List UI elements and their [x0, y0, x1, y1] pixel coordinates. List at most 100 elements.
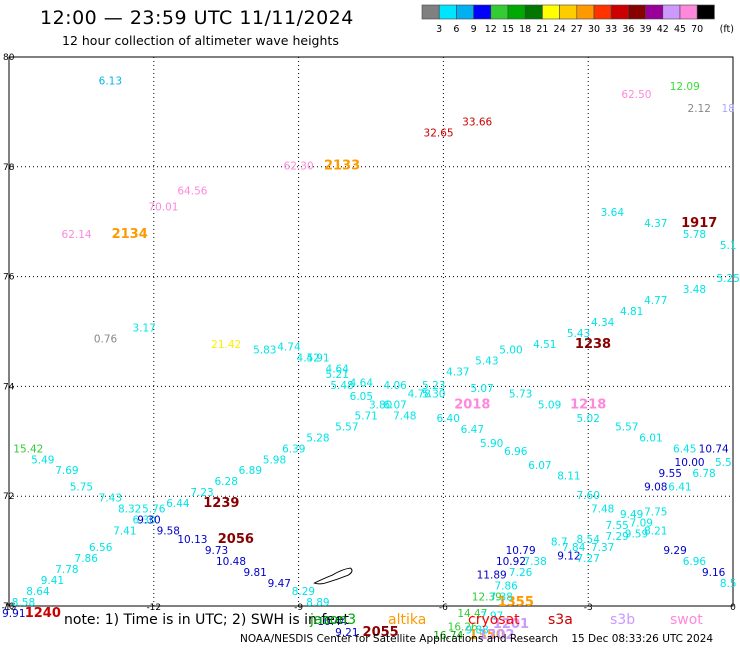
wave-height-label: 3.48 [683, 284, 706, 296]
color-scale-label: 18 [519, 24, 531, 35]
time-label: 2134 [112, 227, 148, 242]
wave-height-label: 7.43 [99, 493, 122, 505]
y-tick-label: 70 [3, 602, 15, 612]
wave-height-label: 6.01 [639, 432, 662, 444]
wave-height-label: 5.57 [615, 421, 638, 433]
color-scale-swatch [696, 4, 715, 20]
wave-height-label: 6.45 [673, 443, 696, 455]
wave-height-label: 5.5 [715, 457, 732, 469]
wave-height-label: 6.89 [239, 465, 262, 477]
wave-height-label: 5.09 [538, 399, 561, 411]
wave-height-label: 33.66 [462, 117, 492, 129]
wave-height-label: 5.98 [263, 454, 286, 466]
wave-height-label: 4.52 [297, 353, 320, 365]
wave-height-label: 5.25 [716, 273, 739, 285]
satellite-legend-s3b: s3b [610, 612, 636, 628]
wave-height-label: 6.41 [668, 482, 691, 494]
wave-height-label: 8.7 [551, 537, 568, 549]
color-scale-label: 30 [588, 24, 600, 35]
wave-height-label: 6.40 [437, 413, 460, 425]
wave-height-label: 14.47 [457, 608, 487, 620]
time-label: 1917 [681, 216, 717, 231]
wave-height-label: 10.74 [699, 443, 729, 455]
color-scale-label: 15 [502, 24, 514, 35]
satellite-legend-cryosat: cryosat [468, 612, 520, 628]
wave-height-label: 7.29 [605, 531, 628, 543]
wave-height-label: 4.77 [644, 295, 667, 307]
wave-height-label: 5.02 [577, 413, 600, 425]
wave-height-label: 7.84 [562, 542, 586, 554]
time-label: 1350 [469, 628, 505, 643]
satellite-legend-altika: altika [388, 612, 427, 628]
wave-height-label: 7.78 [55, 564, 78, 576]
time-label: 2056 [218, 532, 254, 547]
wave-height-label: 5.90 [480, 438, 503, 450]
wave-height-label: 9.16 [702, 567, 726, 579]
time-label: 2133 [324, 159, 360, 174]
wave-height-label: 5.76 [142, 504, 166, 516]
wave-height-label: 9.12 [557, 550, 580, 562]
wave-height-label: 62.50 [621, 89, 651, 101]
wave-height-label: 3.17 [132, 323, 155, 335]
wave-height-label: 5.49 [31, 454, 54, 466]
color-scale-label: 24 [554, 24, 566, 35]
wave-height-label: 6.07 [383, 399, 406, 411]
chart-subtitle: 12 hour collection of altimeter wave hei… [62, 33, 339, 48]
color-scale-bar: 3 6 9 12 15 18 21 24 27 30 33 36 39 42 45 70 (ft) [421, 4, 734, 35]
color-scale-label: 6 [453, 24, 459, 35]
wave-height-label: 5.48 [330, 380, 353, 392]
wave-height-label: 11.89 [477, 570, 507, 582]
wave-height-label: 5.1 [720, 240, 737, 252]
wave-height-label: 10.48 [216, 556, 246, 568]
wave-height-label: 9.08 [644, 482, 667, 494]
color-scale-label: 12 [485, 24, 497, 35]
color-scale-unit: (ft) [720, 24, 734, 35]
wave-height-label: 7.37 [591, 542, 614, 554]
wave-height-label: 7.26 [509, 567, 533, 579]
wave-height-label: 5.78 [683, 229, 706, 241]
wave-height-label: 7.97 [480, 611, 503, 623]
wave-height-label: 9.29 [663, 545, 686, 557]
wave-height-label: 4.74 [277, 342, 301, 354]
wave-height-label: 62.30 [284, 161, 314, 173]
wave-height-label: 7.69 [55, 465, 78, 477]
wave-height-label: 10.44 [317, 616, 347, 628]
wave-height-label: 4.81 [620, 306, 643, 318]
wave-height-label: 10.92 [496, 556, 526, 568]
wave-height-label: 6.07 [528, 460, 551, 472]
wave-height-label: 0.76 [94, 333, 118, 345]
wave-height-label: 5.00 [499, 344, 522, 356]
wave-height-label: 8.21 [644, 526, 667, 538]
chart-title: 12:00 — 23:59 UTC 11/11/2024 [40, 7, 354, 29]
y-tick-label: 74 [3, 382, 15, 392]
time-label: 1202 [478, 628, 514, 643]
wave-height-label: 6.30 [132, 515, 155, 527]
wave-height-label: 5.71 [354, 410, 377, 422]
wave-height-label: 5.73 [509, 388, 532, 400]
wave-height-label: 4.91 [306, 353, 329, 365]
satellite-legend-s3a: s3a [548, 612, 573, 628]
wave-height-label: 4.37 [446, 366, 469, 378]
time-label: 2055 [363, 625, 399, 640]
wave-height-label: 9.91 [2, 608, 25, 620]
wave-height-label: 9.73 [205, 545, 228, 557]
x-tick-label: -3 [584, 603, 593, 613]
wave-height-label: 8.5 [720, 578, 737, 590]
wave-height-label: 7.60 [577, 490, 600, 502]
wave-height-label: 6.13 [99, 75, 122, 87]
wave-height-label: 21.42 [211, 339, 241, 351]
wave-height-label: 6.96 [683, 556, 707, 568]
wave-height-label: 10.00 [675, 457, 705, 469]
wave-height-label: 7.09 [630, 517, 653, 529]
wave-height-label: 3.80 [369, 399, 392, 411]
satellite-legend-swot: swot [670, 612, 703, 628]
color-scale-label: 9 [471, 24, 477, 35]
wave-height-label: 5.83 [253, 344, 276, 356]
island-outline [313, 567, 353, 585]
wave-height-label: 12.39 [472, 592, 502, 604]
wave-height-label: 9.30 [137, 515, 160, 527]
wave-height-label: 5.21 [326, 369, 349, 381]
wave-height-label: 9.55 [659, 468, 682, 480]
wave-height-label: 6.56 [89, 542, 113, 554]
